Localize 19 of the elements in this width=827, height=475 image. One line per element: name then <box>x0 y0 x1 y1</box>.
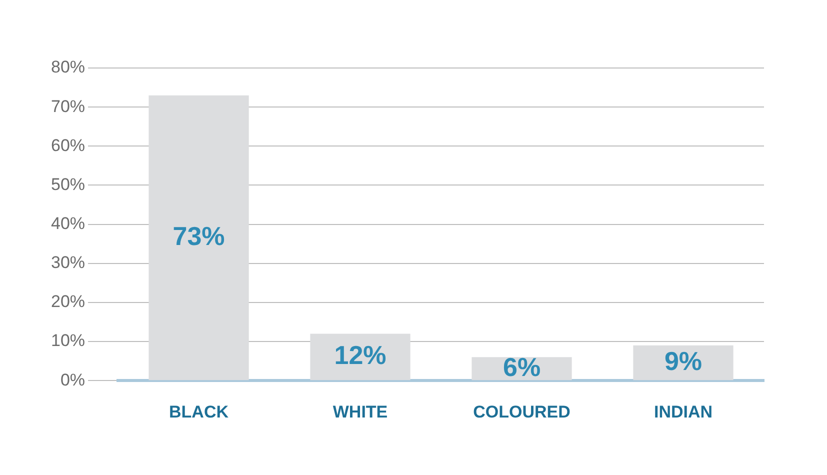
bar <box>148 95 249 380</box>
bar <box>310 334 410 380</box>
x-tick-label: BLACK <box>169 402 230 422</box>
y-tick-label: 10% <box>50 331 86 350</box>
data-label: 9% <box>664 346 702 376</box>
x-tick-label: WHITE <box>332 402 388 422</box>
data-label: 73% <box>172 220 225 251</box>
y-tick-label: 40% <box>50 214 86 233</box>
x-tick-label: COLOURED <box>473 402 570 422</box>
y-tick-label: 20% <box>50 292 86 312</box>
data-label: 6% <box>502 352 541 382</box>
y-tick-label: 50% <box>50 174 86 194</box>
y-tick-label: 60% <box>50 136 86 155</box>
data-label: 12% <box>334 340 386 370</box>
y-tick-label: 80% <box>50 58 86 77</box>
y-tick-label: 30% <box>50 253 86 272</box>
x-tick-label: INDIAN <box>654 402 713 422</box>
y-tick-label: 70% <box>50 96 86 116</box>
y-tick-label: 0% <box>60 370 86 390</box>
